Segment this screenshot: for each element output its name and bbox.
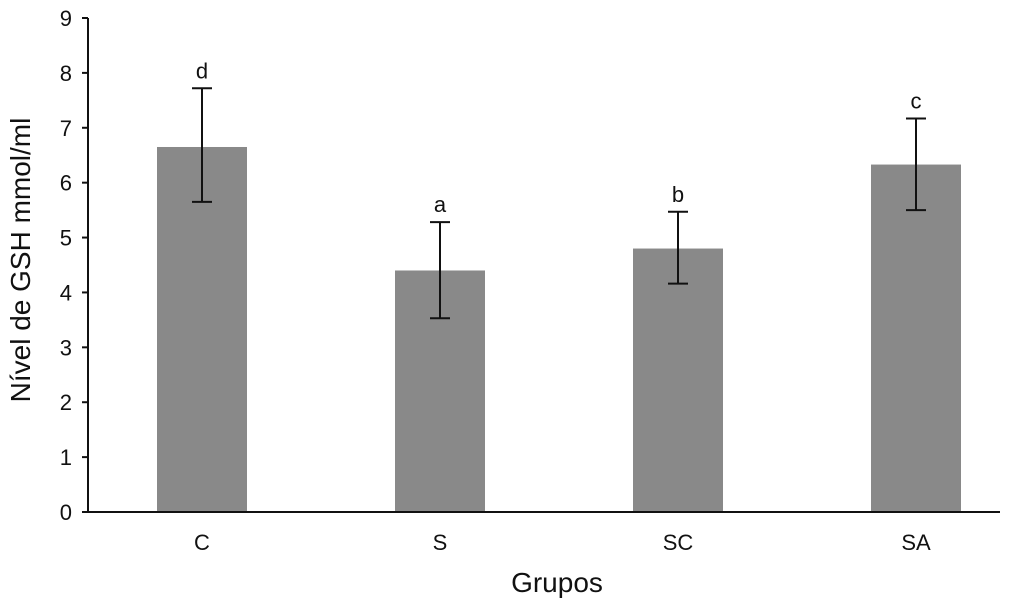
bar-sc xyxy=(633,248,723,513)
y-tick-label-7: 7 xyxy=(60,116,72,141)
x-axis-title: Grupos xyxy=(511,567,603,598)
significance-label-c: d xyxy=(196,58,208,83)
y-tick-label-4: 4 xyxy=(60,280,72,305)
axes-group xyxy=(82,17,1000,513)
y-tick-label-0: 0 xyxy=(60,500,72,525)
x-tick-labels-group: C S SC SA xyxy=(194,530,931,555)
x-tick-label-c: C xyxy=(194,530,210,555)
x-tick-label-sc: SC xyxy=(663,530,694,555)
bars-group xyxy=(157,146,961,513)
y-tick-label-3: 3 xyxy=(60,335,72,360)
bar-sa xyxy=(871,164,961,512)
y-tick-label-6: 6 xyxy=(60,171,72,196)
y-tick-label-8: 8 xyxy=(60,61,72,86)
x-tick-label-s: S xyxy=(433,530,448,555)
significance-labels-group: d a b c xyxy=(196,58,922,217)
y-tick-labels-group: 0 1 2 3 4 5 6 7 8 9 xyxy=(60,6,72,525)
y-tick-label-5: 5 xyxy=(60,226,72,251)
bar-c xyxy=(157,146,247,512)
significance-label-sc: b xyxy=(672,182,684,207)
x-tick-label-sa: SA xyxy=(901,530,931,555)
y-tick-label-9: 9 xyxy=(60,6,72,31)
y-axis-title: Nível de GSH mmol/ml xyxy=(5,118,36,403)
significance-label-s: a xyxy=(434,192,447,217)
y-tick-label-2: 2 xyxy=(60,390,72,415)
significance-label-sa: c xyxy=(911,88,922,113)
y-tick-label-1: 1 xyxy=(60,445,72,470)
error-bars-group xyxy=(192,87,926,320)
